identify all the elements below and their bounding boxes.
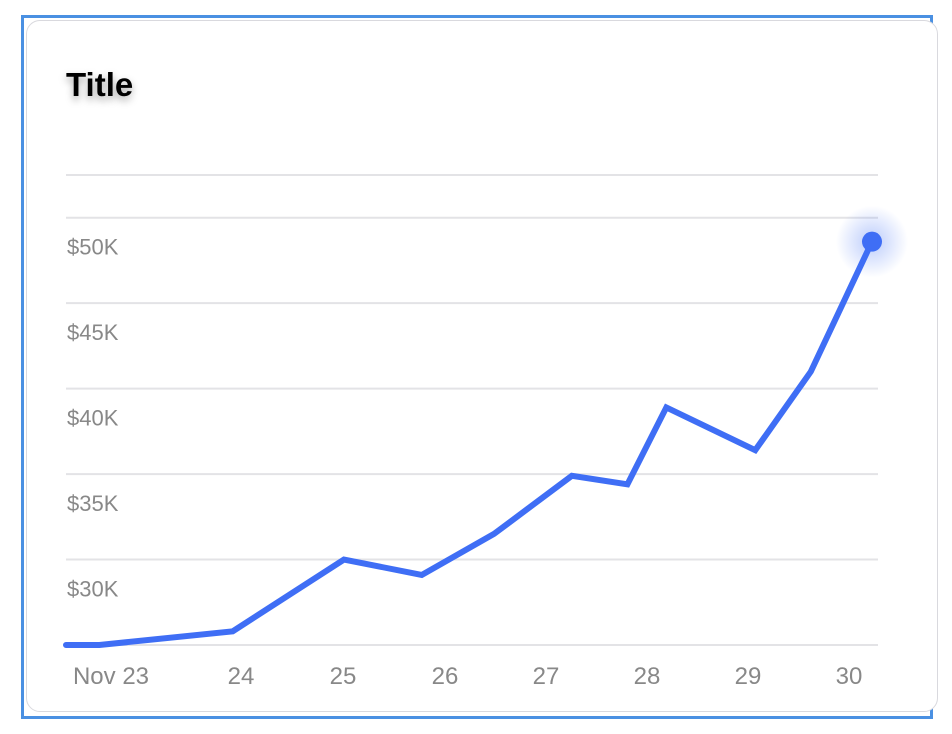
y-tick-label: $30K bbox=[67, 577, 119, 602]
y-tick-label: $40K bbox=[67, 406, 119, 431]
chart-card bbox=[26, 20, 938, 712]
x-tick-label: 24 bbox=[228, 663, 255, 690]
y-tick-label: $35K bbox=[67, 491, 119, 516]
last-point-marker bbox=[862, 231, 882, 252]
y-tick-label: $45K bbox=[67, 320, 119, 345]
series-line bbox=[63, 238, 875, 648]
y-tick-label: $50K bbox=[67, 235, 119, 260]
x-tick-label: 28 bbox=[634, 663, 661, 690]
x-tick-label: 27 bbox=[533, 663, 560, 690]
x-tick-label: 25 bbox=[330, 663, 357, 690]
chart-title: Title bbox=[66, 66, 134, 103]
x-tick-label: 29 bbox=[735, 663, 762, 690]
x-tick-label: 26 bbox=[432, 663, 459, 690]
x-tick-label: Nov 23 bbox=[73, 663, 149, 690]
x-tick-label: 30 bbox=[836, 663, 863, 690]
